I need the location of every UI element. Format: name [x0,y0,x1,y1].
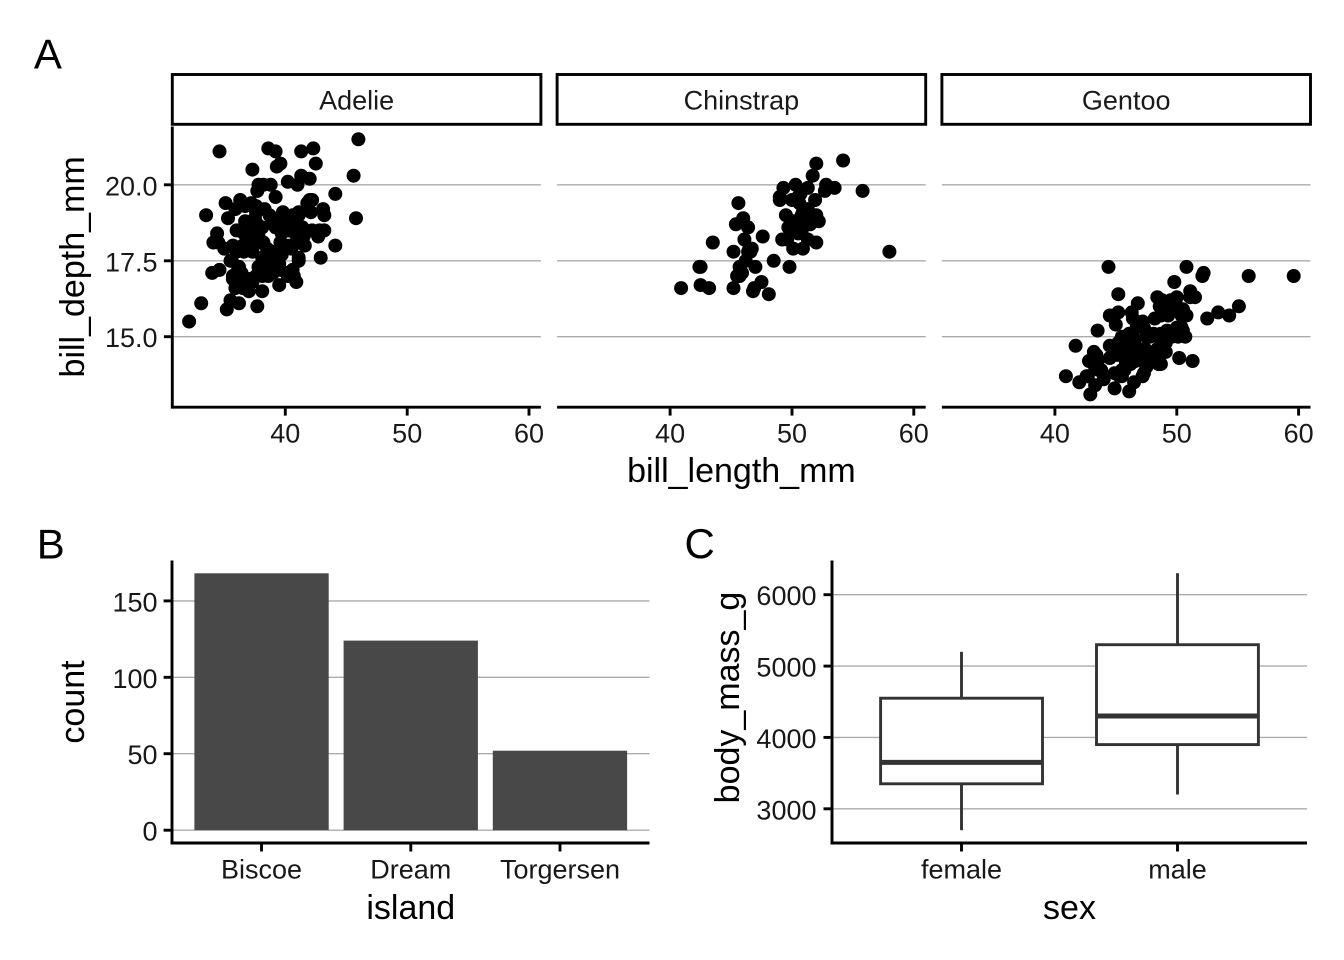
svg-text:60: 60 [899,419,929,449]
svg-text:count: count [54,660,92,744]
svg-text:0: 0 [142,817,157,847]
svg-text:Adelie: Adelie [319,86,394,116]
svg-text:5000: 5000 [756,653,816,683]
svg-text:6000: 6000 [756,581,816,611]
svg-text:Torgersen: Torgersen [500,855,620,885]
svg-text:40: 40 [1040,419,1070,449]
svg-text:50: 50 [127,740,157,770]
svg-text:15.0: 15.0 [105,323,158,353]
svg-text:100: 100 [112,664,157,694]
svg-text:C: C [685,520,715,567]
svg-text:B: B [37,521,65,568]
svg-text:island: island [366,889,455,927]
svg-text:3000: 3000 [756,795,816,825]
svg-text:50: 50 [777,419,807,449]
svg-text:Gentoo: Gentoo [1082,86,1171,116]
svg-text:female: female [921,855,1002,885]
svg-text:bill_length_mm: bill_length_mm [627,452,856,490]
svg-text:150: 150 [112,587,157,617]
svg-text:bill_depth_mm: bill_depth_mm [54,156,92,377]
svg-text:40: 40 [270,419,300,449]
svg-text:4000: 4000 [756,724,816,754]
svg-text:60: 60 [514,419,544,449]
svg-text:17.5: 17.5 [105,247,158,277]
svg-text:Biscoe: Biscoe [221,855,302,885]
svg-text:20.0: 20.0 [105,171,158,201]
svg-text:50: 50 [1162,419,1192,449]
svg-text:40: 40 [655,419,685,449]
svg-text:male: male [1148,855,1207,885]
svg-text:body_mass_g: body_mass_g [709,592,747,804]
svg-text:Chinstrap: Chinstrap [684,86,800,116]
svg-text:A: A [34,31,62,78]
svg-text:Dream: Dream [370,855,451,885]
svg-text:sex: sex [1043,889,1096,927]
svg-text:60: 60 [1284,419,1314,449]
svg-text:50: 50 [392,419,422,449]
